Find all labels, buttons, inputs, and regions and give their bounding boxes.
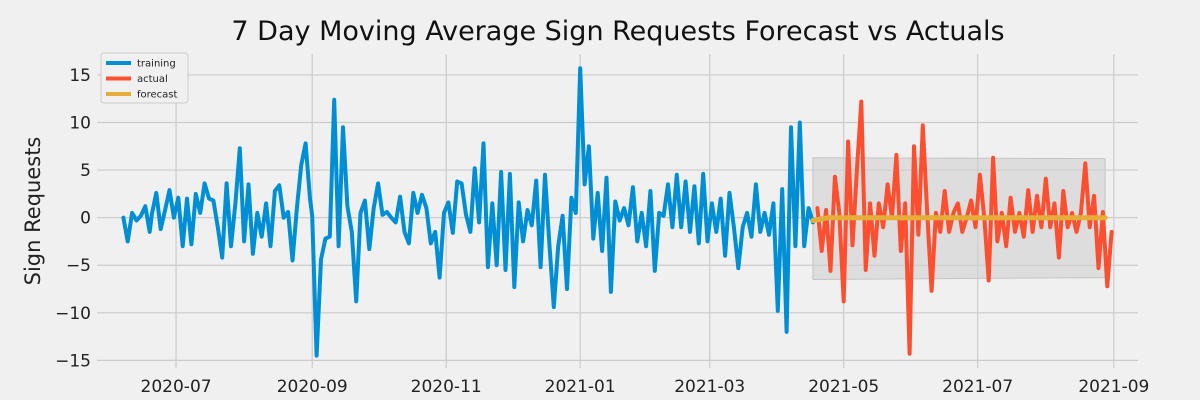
legend: training actual forecast: [100, 52, 189, 104]
legend-item-actual: actual: [106, 74, 168, 85]
x-tick-label: 2021-01: [545, 377, 616, 397]
x-tick-label: 2020-09: [277, 377, 348, 397]
series-line-training: [121, 66, 815, 358]
legend-label: actual: [137, 74, 168, 85]
y-tick-label: 15: [69, 66, 91, 86]
series-line-forecast: [810, 215, 1108, 223]
x-tick-label: 2020-11: [411, 377, 482, 397]
y-tick-label: 5: [80, 161, 91, 181]
legend-box: [100, 52, 189, 104]
chart-title: 7 Day Moving Average Sign Requests Forec…: [231, 16, 1004, 47]
x-tick-label: 2020-07: [141, 377, 212, 397]
legend-label: forecast: [137, 90, 178, 101]
series-line-actual: [815, 99, 1114, 356]
y-tick-label: −15: [55, 351, 91, 371]
y-tick-label: −5: [66, 256, 91, 276]
series-lines: [121, 66, 1114, 358]
legend-item-training: training: [106, 59, 176, 70]
y-axis-label: Sign Requests: [21, 137, 45, 286]
x-tick-label: 2021-09: [1078, 377, 1149, 397]
x-tick-label: 2021-05: [808, 377, 879, 397]
tick-labels: −15 −10 −5 0 5 10 15 2020-07 2020-09 2020-11 2021-…: [55, 66, 1149, 397]
y-tick-label: 0: [80, 209, 91, 229]
x-tick-label: 2021-03: [674, 377, 745, 397]
legend-item-forecast: forecast: [106, 90, 178, 101]
y-tick-label: 10: [69, 114, 91, 134]
y-tick-label: −10: [55, 304, 91, 324]
x-tick-label: 2021-07: [942, 377, 1013, 397]
legend-label: training: [137, 59, 176, 70]
